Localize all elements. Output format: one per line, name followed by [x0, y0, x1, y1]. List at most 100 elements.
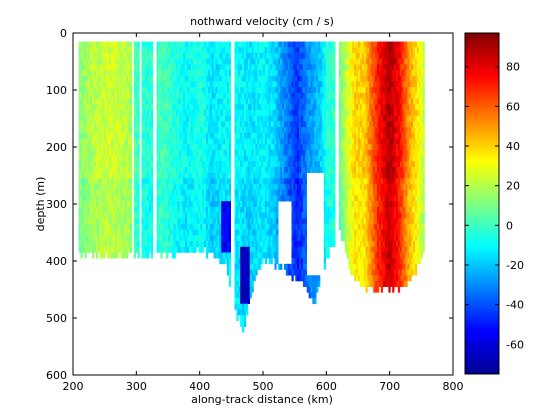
heatmap-cell: [215, 127, 218, 134]
heatmap-cell: [95, 70, 98, 77]
heatmap-cell: [323, 161, 326, 168]
heatmap-cell: [301, 269, 304, 276]
heatmap-cell: [126, 41, 129, 48]
heatmap-cell: [78, 184, 81, 191]
heatmap-cell: [253, 104, 256, 111]
heatmap-cell: [190, 81, 193, 88]
heatmap-cell: [124, 104, 127, 111]
heatmap-cell: [283, 98, 287, 105]
heatmap-cell: [244, 275, 247, 282]
heatmap-cell: [118, 70, 121, 77]
heatmap-cell: [257, 166, 260, 173]
heatmap-cell: [107, 161, 110, 168]
heatmap-cell: [266, 115, 269, 122]
heatmap-cell: [295, 166, 298, 173]
heatmap-cell: [264, 223, 268, 230]
heatmap-cell: [240, 201, 243, 208]
heatmap-cell: [169, 98, 173, 105]
heatmap-cell: [238, 235, 241, 242]
heatmap-cell: [160, 184, 163, 191]
heatmap-cell: [329, 115, 332, 122]
heatmap-cell: [272, 104, 275, 111]
heatmap-cell: [217, 127, 220, 134]
heatmap-cell: [289, 81, 292, 88]
heatmap-cell: [185, 166, 188, 173]
heatmap-cell: [245, 212, 249, 219]
heatmap-cell: [244, 309, 247, 316]
heatmap-cell: [297, 155, 300, 162]
heatmap-cell: [169, 195, 173, 202]
heatmap-cell: [270, 178, 273, 185]
heatmap-cell: [207, 115, 211, 122]
heatmap-cell: [211, 75, 214, 82]
heatmap-cell: [122, 47, 125, 54]
heatmap-cell: [223, 241, 226, 248]
heatmap-cell: [320, 127, 323, 134]
heatmap-cell: [150, 47, 154, 54]
heatmap-cell: [323, 138, 326, 145]
heatmap-cell: [247, 184, 250, 191]
heatmap-cell: [145, 109, 148, 116]
heatmap-cell: [209, 92, 212, 99]
heatmap-cell: [128, 246, 131, 253]
heatmap-cell: [257, 246, 260, 253]
heatmap-cell: [304, 206, 307, 213]
heatmap-cell: [114, 81, 117, 88]
heatmap-cell: [82, 189, 85, 196]
heatmap-cell: [299, 269, 302, 276]
heatmap-cell: [344, 75, 347, 82]
heatmap-cell: [135, 70, 138, 77]
heatmap-cell: [283, 58, 287, 65]
heatmap-cell: [133, 58, 136, 65]
heatmap-cell: [143, 195, 146, 202]
heatmap-cell: [339, 138, 342, 145]
heatmap-cell: [301, 109, 304, 116]
heatmap-cell: [156, 109, 159, 116]
heatmap-cell: [325, 212, 328, 219]
heatmap-cell: [329, 241, 332, 248]
heatmap-cell: [344, 241, 347, 248]
heatmap-cell: [168, 144, 171, 151]
heatmap-cell: [84, 52, 87, 59]
heatmap-cell: [325, 144, 328, 151]
heatmap-cell: [293, 75, 296, 82]
heatmap-cell: [109, 218, 112, 225]
heatmap-cell: [249, 87, 252, 94]
heatmap-cell: [111, 184, 114, 191]
heatmap-cell: [187, 246, 190, 253]
heatmap-cell: [223, 201, 226, 208]
heatmap-cell: [185, 235, 188, 242]
heatmap-cell: [183, 41, 186, 48]
heatmap-cell: [105, 138, 108, 145]
heatmap-cell: [306, 87, 309, 94]
heatmap-cell: [209, 189, 212, 196]
heatmap-cell: [196, 206, 199, 213]
heatmap-cell: [107, 252, 110, 259]
heatmap-cell: [249, 92, 252, 99]
heatmap-cell: [160, 41, 163, 48]
heatmap-cell: [118, 218, 121, 225]
heatmap-cell: [133, 41, 136, 48]
heatmap-cell: [92, 252, 95, 259]
heatmap-cell: [287, 81, 290, 88]
heatmap-cell: [221, 64, 224, 71]
heatmap-cell: [209, 115, 212, 122]
heatmap-cell: [200, 178, 203, 185]
heatmap-cell: [266, 166, 269, 173]
heatmap-cell: [223, 258, 226, 265]
heatmap-cell: [177, 178, 180, 185]
heatmap-cell: [109, 127, 112, 134]
heatmap-cell: [190, 115, 193, 122]
heatmap-cell: [97, 58, 100, 65]
heatmap-cell: [200, 92, 203, 99]
heatmap-cell: [327, 201, 330, 208]
heatmap-cell: [283, 64, 287, 71]
heatmap-cell: [202, 241, 205, 248]
heatmap-cell: [306, 98, 309, 105]
heatmap-cell: [249, 138, 252, 145]
heatmap-cell: [204, 132, 207, 139]
heatmap-cell: [304, 52, 307, 59]
heatmap-cell: [90, 235, 93, 242]
heatmap-cell: [274, 241, 277, 248]
heatmap-cell: [327, 206, 330, 213]
